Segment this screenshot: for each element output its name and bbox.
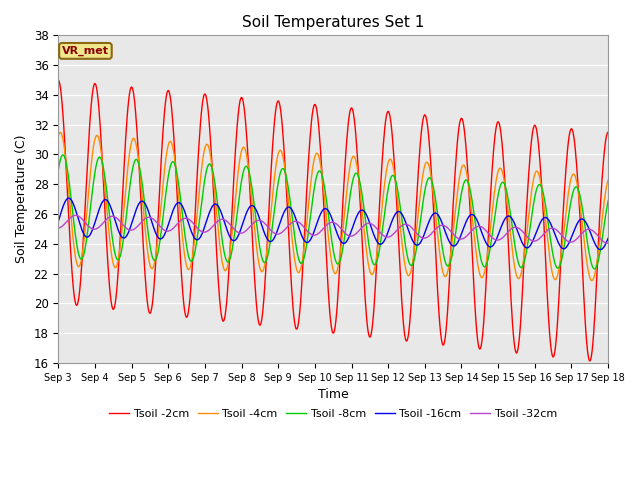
Line: Tsoil -8cm: Tsoil -8cm bbox=[58, 155, 608, 269]
Tsoil -4cm bbox=[604, 177, 612, 183]
Tsoil -4cm bbox=[177, 224, 185, 229]
Tsoil -4cm bbox=[401, 261, 408, 266]
Tsoil -2cm bbox=[586, 358, 594, 364]
Tsoil -32cm bbox=[604, 240, 611, 246]
Tsoil -2cm bbox=[177, 258, 184, 264]
Tsoil -16cm bbox=[596, 247, 604, 252]
Tsoil -8cm bbox=[591, 266, 598, 272]
Tsoil -16cm bbox=[207, 207, 214, 213]
Tsoil -4cm bbox=[207, 153, 214, 158]
Tsoil -4cm bbox=[57, 130, 65, 135]
Tsoil -2cm bbox=[206, 126, 214, 132]
Tsoil -8cm bbox=[401, 238, 408, 243]
Tsoil -2cm bbox=[400, 326, 408, 332]
Tsoil -32cm bbox=[65, 217, 72, 223]
Tsoil -8cm bbox=[417, 216, 424, 221]
Tsoil -16cm bbox=[65, 195, 73, 201]
Tsoil -8cm bbox=[177, 203, 185, 209]
X-axis label: Time: Time bbox=[318, 388, 349, 401]
Tsoil -16cm bbox=[122, 234, 129, 240]
Tsoil -4cm bbox=[65, 191, 73, 197]
Tsoil -8cm bbox=[54, 168, 62, 173]
Tsoil -16cm bbox=[65, 195, 72, 201]
Tsoil -16cm bbox=[604, 235, 612, 241]
Tsoil -32cm bbox=[177, 217, 185, 223]
Legend: Tsoil -2cm, Tsoil -4cm, Tsoil -8cm, Tsoil -16cm, Tsoil -32cm: Tsoil -2cm, Tsoil -4cm, Tsoil -8cm, Tsoi… bbox=[105, 404, 561, 423]
Tsoil -32cm bbox=[417, 234, 424, 240]
Tsoil -16cm bbox=[54, 218, 62, 224]
Tsoil -16cm bbox=[401, 217, 408, 223]
Tsoil -4cm bbox=[588, 278, 596, 284]
Tsoil -16cm bbox=[417, 239, 424, 245]
Y-axis label: Soil Temperature (C): Soil Temperature (C) bbox=[15, 135, 28, 264]
Line: Tsoil -4cm: Tsoil -4cm bbox=[58, 132, 608, 281]
Tsoil -4cm bbox=[417, 187, 424, 193]
Tsoil -8cm bbox=[604, 198, 612, 204]
Tsoil -4cm bbox=[54, 133, 62, 139]
Text: VR_met: VR_met bbox=[62, 46, 109, 56]
Tsoil -16cm bbox=[177, 202, 185, 207]
Line: Tsoil -32cm: Tsoil -32cm bbox=[58, 216, 608, 243]
Tsoil -32cm bbox=[207, 226, 214, 232]
Tsoil -8cm bbox=[122, 219, 129, 225]
Tsoil -4cm bbox=[122, 188, 129, 193]
Tsoil -8cm bbox=[207, 162, 214, 168]
Tsoil -2cm bbox=[54, 77, 62, 83]
Title: Soil Temperatures Set 1: Soil Temperatures Set 1 bbox=[242, 15, 424, 30]
Line: Tsoil -2cm: Tsoil -2cm bbox=[58, 80, 608, 361]
Tsoil -2cm bbox=[604, 129, 612, 135]
Tsoil -32cm bbox=[54, 225, 62, 231]
Tsoil -8cm bbox=[59, 152, 67, 157]
Tsoil -32cm bbox=[72, 213, 80, 218]
Tsoil -8cm bbox=[65, 178, 73, 183]
Tsoil -32cm bbox=[401, 221, 408, 227]
Tsoil -2cm bbox=[65, 204, 72, 210]
Tsoil -2cm bbox=[121, 150, 129, 156]
Tsoil -2cm bbox=[416, 144, 424, 150]
Tsoil -32cm bbox=[604, 240, 612, 246]
Line: Tsoil -16cm: Tsoil -16cm bbox=[58, 198, 608, 250]
Tsoil -32cm bbox=[122, 225, 129, 230]
